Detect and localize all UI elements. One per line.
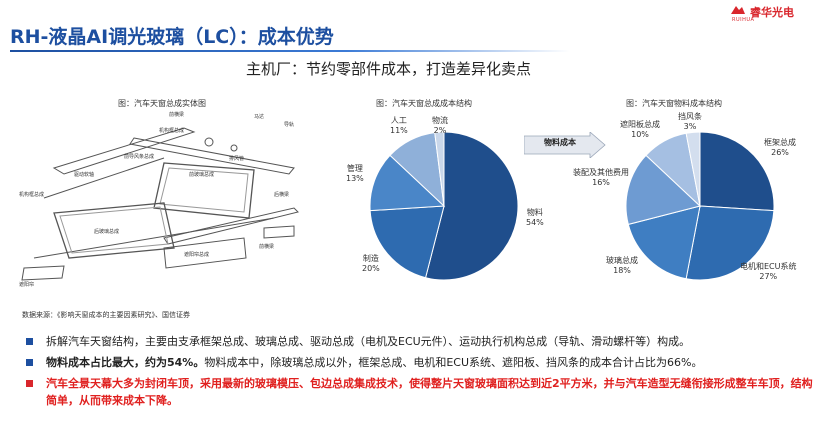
brand-name: 睿华光电 [750,6,794,19]
part-label: 遮阳帘 [19,281,34,288]
part-label: 导轨 [284,121,294,128]
part-label: 机构框总成 [159,127,184,134]
material-pie-slice-0 [699,131,775,212]
arrow-label: 物料成本 [544,138,576,147]
pie2-label-sunshade: 遮阳板总成 10% [620,120,660,139]
bullet-text: 物料成本中，除玻璃总成以外，框架总成、电机和ECU系统、遮阳板、挡风条的成本合计… [204,356,703,369]
bullet-text: 汽车全景天幕大多为封闭车顶，采用最新的玻璃模压、包边总成集成技术，使得整片天窗玻… [46,377,813,407]
material-pie-slice-2 [627,205,701,280]
sunroof-exploded-diagram: 前横梁 机构框总成 导轨 马达 前导风条总成 驱动软轴 前玻璃总成 排风管 后玻… [19,111,299,288]
pie2-label-motor-ecu: 电机和ECU系统 27% [740,262,797,281]
pie2-label-windstrip: 挡风条 3% [678,112,702,131]
pie1-label-logistics: 物流 2% [432,116,448,135]
pie1-label-manufacturing: 制造 20% [362,254,380,273]
figure3-caption: 图：汽车天窗物料成本结构 [626,99,722,108]
part-label: 前横梁 [169,111,184,118]
title-divider [10,50,570,52]
material-cost-arrow: 物料成本 [523,131,606,159]
part-label: 前横梁 [259,243,274,250]
arrow-right-icon [523,131,606,159]
part-label: 机构框总成 [19,191,44,198]
bullet-marker [26,338,33,345]
pie2-label-glass: 玻璃总成 18% [606,256,638,275]
figure1-caption: 图：汽车天窗总成实体图 [118,99,206,108]
material-pie-slice-1 [685,205,775,281]
part-label: 遮阳帘总成 [184,251,209,258]
bullet-text: 拆解汽车天窗结构，主要由支承框架总成、玻璃总成、驱动总成（电机及ECU元件）、运… [46,335,691,348]
pie1-label-material: 物料 54% [526,208,544,227]
data-source: 数据来源：《影响天窗成本的主要因素研究》、国信证券 [22,311,190,319]
page-title: RH-液晶AI调光玻璃（LC）：成本优势 [10,26,334,48]
cost-structure-pie [369,131,519,281]
brand-logo: 睿华光电 RUIHUA [730,4,820,26]
figure2-caption: 图：汽车天窗总成成本结构 [376,99,472,108]
cost-pie-slice-2 [369,154,446,212]
bullet-marker [26,359,33,366]
pie1-label-labor: 人工 11% [390,116,408,135]
pie2-label-frame: 框架总成 26% [764,138,796,157]
material-pie-slice-5 [685,131,701,207]
pie1-label-management: 管理 13% [346,164,364,183]
brand-sub: RUIHUA [732,17,755,23]
material-cost-pie [625,131,775,281]
bullet-item-highlight: 汽车全景天幕大多为封闭车顶，采用最新的玻璃模压、包边总成集成技术，使得整片天窗玻… [22,375,822,409]
bullet-list: 拆解汽车天窗结构，主要由支承框架总成、玻璃总成、驱动总成（电机及ECU元件）、运… [22,333,822,413]
material-pie-slice-3 [625,154,702,226]
part-label: 后玻璃总成 [94,228,119,235]
cost-pie-slice-0 [424,131,519,281]
page-subtitle: 主机厂：节约零部件成本，打造差异化卖点 [246,60,532,78]
logo-icon [731,6,745,14]
part-label: 马达 [254,113,264,120]
part-label: 后横梁 [274,191,289,198]
part-label: 驱动软轴 [74,171,94,178]
cost-pie-slice-1 [369,205,445,279]
part-label: 前玻璃总成 [189,171,214,178]
bullet-item: 拆解汽车天窗结构，主要由支承框架总成、玻璃总成、驱动总成（电机及ECU元件）、运… [22,333,822,350]
bullet-marker [26,380,33,387]
part-label: 排风管 [229,155,244,162]
pie2-label-assembly: 装配及其他费用 16% [573,168,629,187]
part-label: 前导风条总成 [124,153,154,160]
bullet-item: 物料成本占比最大，约为54%。物料成本中，除玻璃总成以外，框架总成、电机和ECU… [22,354,822,371]
cost-pie-slice-4 [434,131,445,207]
bullet-text-bold: 物料成本占比最大，约为54%。 [46,356,205,369]
